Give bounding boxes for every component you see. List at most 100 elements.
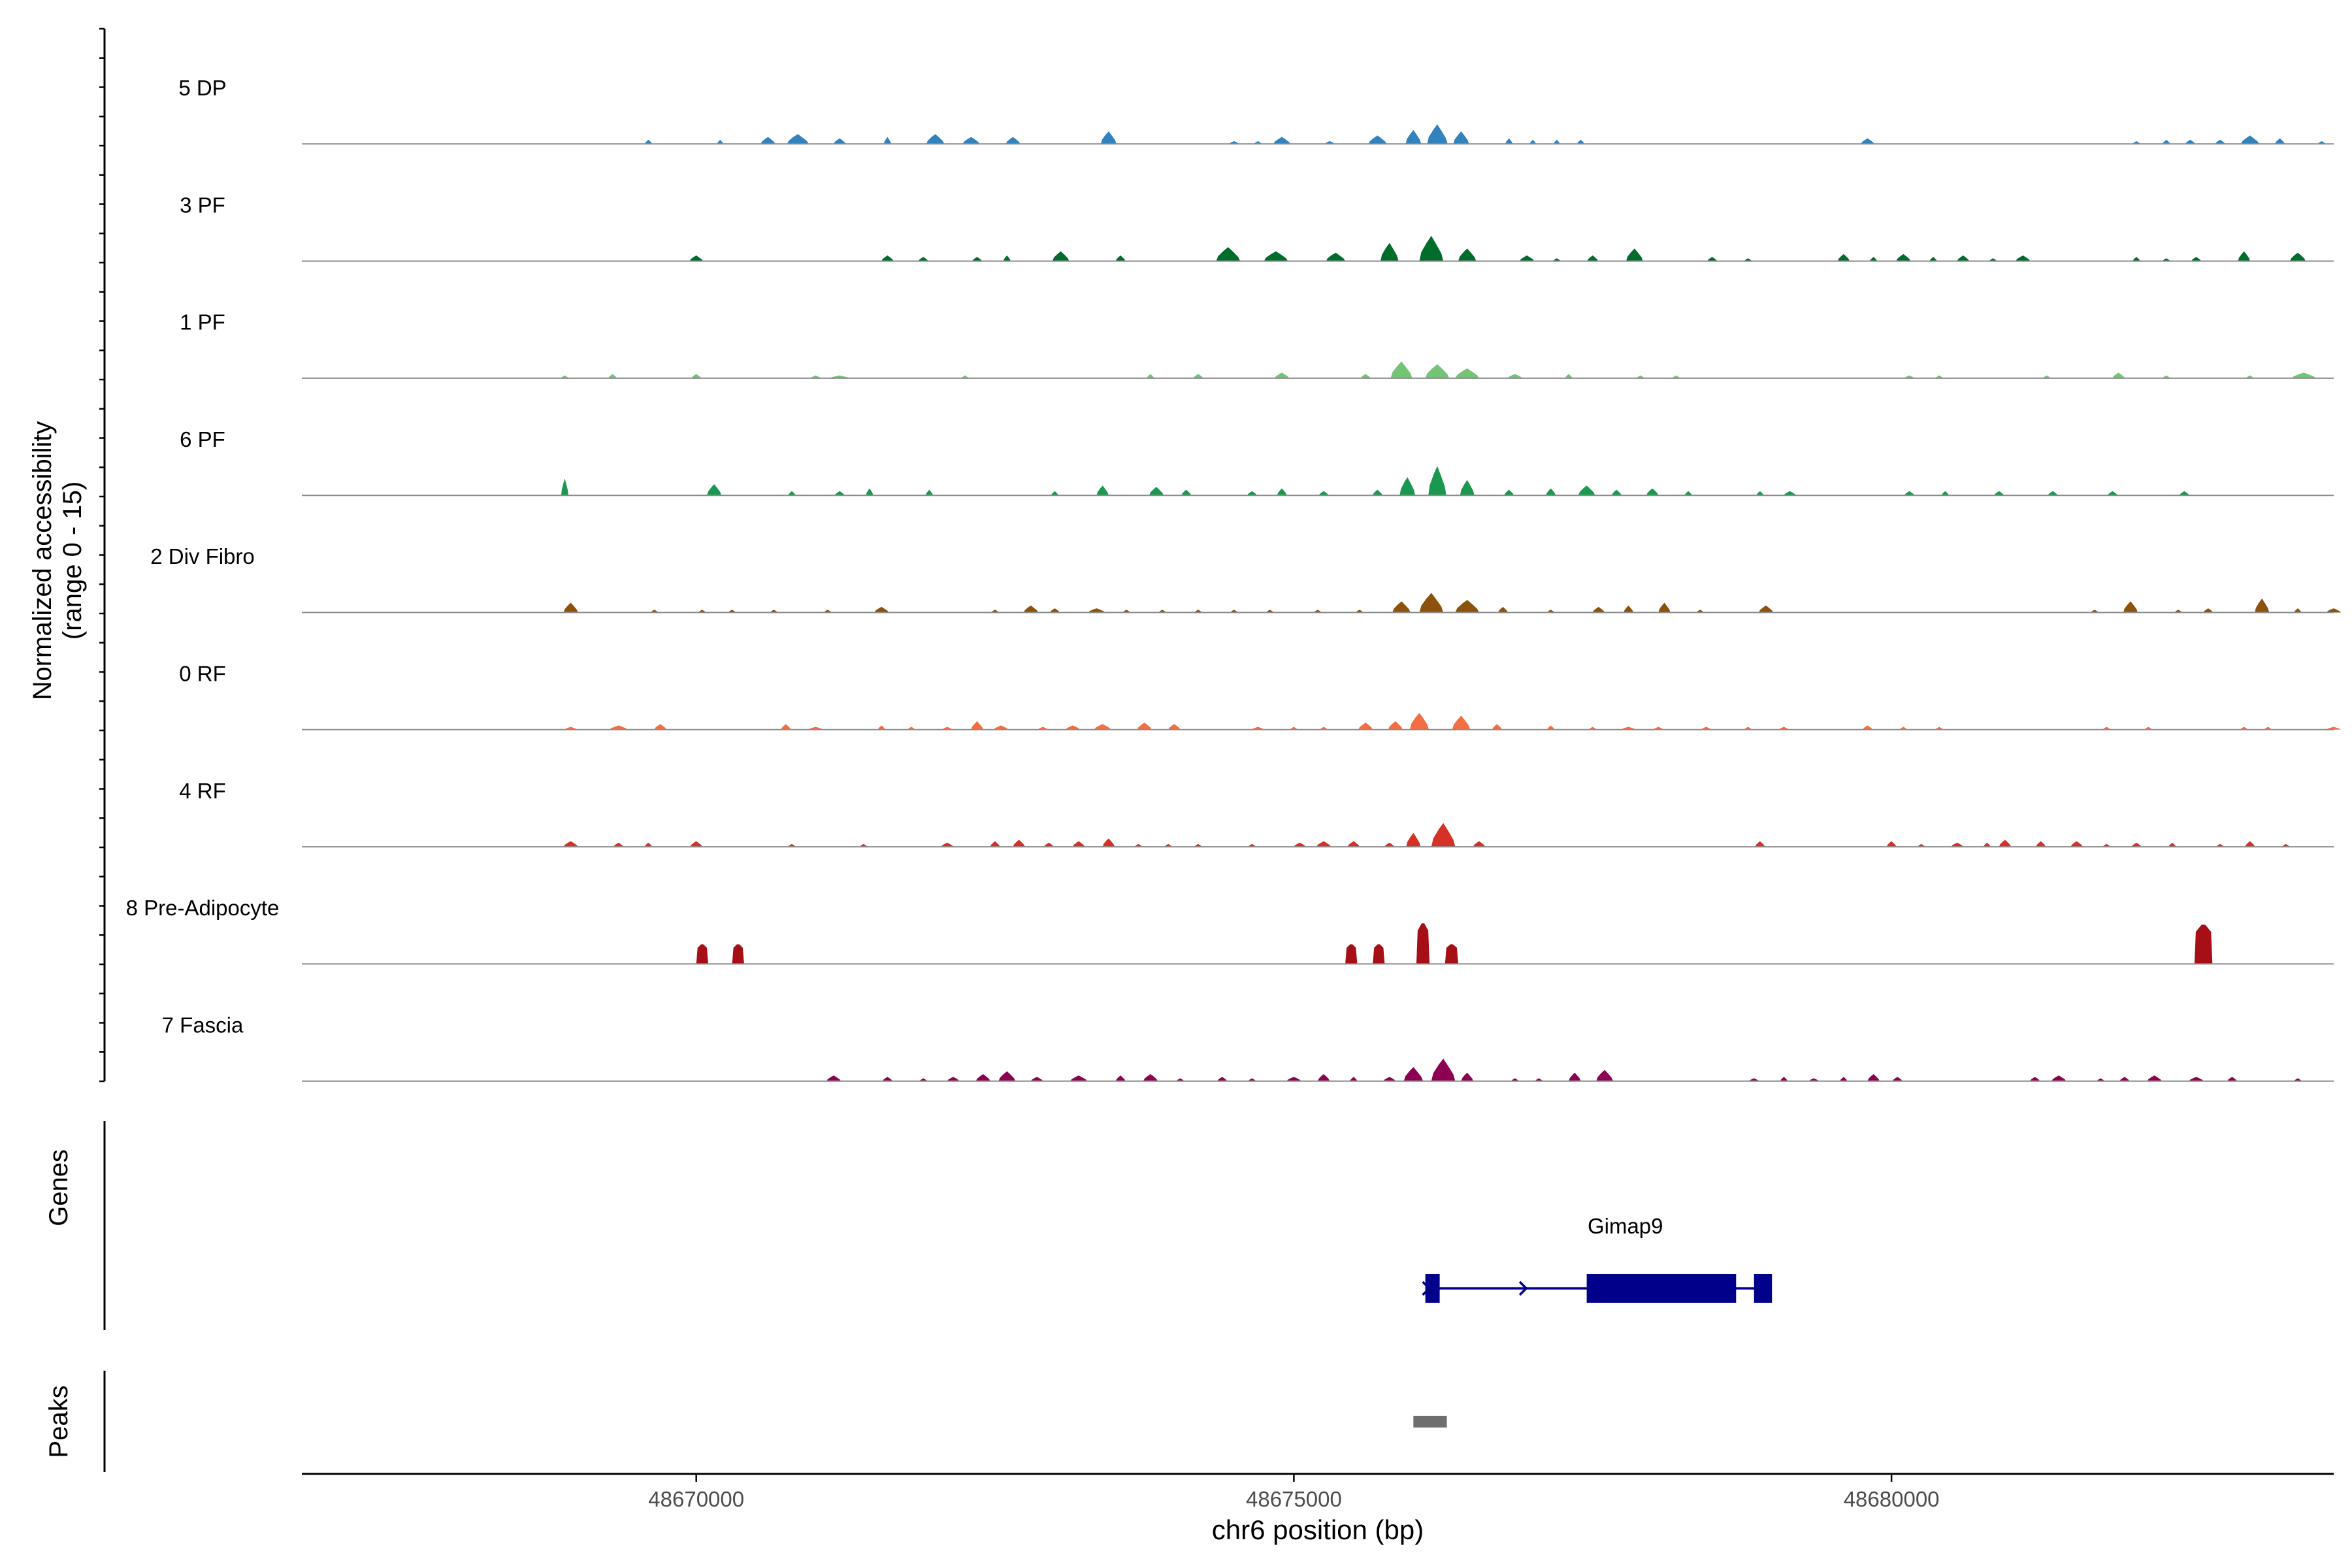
coverage-peak xyxy=(990,841,1000,847)
coverage-peak xyxy=(994,725,1009,730)
coverage-peak xyxy=(1989,258,1997,261)
coverage-peak xyxy=(1254,141,1262,144)
coverage-peak xyxy=(1164,843,1172,847)
coverage-peak xyxy=(2163,258,2170,261)
coverage-peak xyxy=(1431,823,1456,847)
coverage-peak xyxy=(1181,489,1192,496)
coverage-peak xyxy=(1473,841,1486,847)
gene-exon xyxy=(1425,1274,1440,1303)
coverage-peak xyxy=(2275,138,2285,144)
coverage-peak xyxy=(2227,1077,2237,1081)
coverage-peak xyxy=(1612,489,1622,496)
coverage-peak xyxy=(1316,841,1331,847)
coverage-peak xyxy=(1052,251,1070,261)
coverage-peak xyxy=(1358,723,1373,730)
coverage-peak xyxy=(1419,593,1444,613)
track-label: 1 PF xyxy=(180,310,225,335)
coverage-peak xyxy=(1168,724,1181,730)
coverage-peak xyxy=(1405,129,1422,144)
coverage-peak xyxy=(883,137,891,144)
coverage-peak xyxy=(1626,248,1643,261)
coverage-peak xyxy=(2189,1077,2204,1081)
coverage-peak xyxy=(1578,485,1595,496)
coverage-peak xyxy=(2036,841,2046,847)
coverage-peak xyxy=(1984,842,1991,847)
coverage-peak xyxy=(1194,610,1202,613)
coverage-peak xyxy=(1589,727,1597,730)
peak-region xyxy=(1413,1416,1447,1428)
coverage-peak xyxy=(1707,257,1717,261)
coverage-peak xyxy=(1637,375,1644,378)
coverage-peak xyxy=(1646,488,1659,496)
coverage-peak xyxy=(1216,247,1241,261)
coverage-peak xyxy=(1252,727,1264,730)
coverage-peak xyxy=(2102,727,2110,730)
coverage-peak xyxy=(1347,841,1360,847)
coverage-peak xyxy=(907,727,915,730)
coverage-peak xyxy=(1277,488,1287,496)
coverage-peak xyxy=(613,842,624,847)
coverage-peak xyxy=(689,255,703,261)
coverage-peak xyxy=(1264,251,1288,261)
coverage-peak xyxy=(2294,608,2302,613)
strand-arrow-icon xyxy=(1518,1281,1528,1296)
coverage-peak xyxy=(1318,491,1329,496)
coverage-peak xyxy=(2241,135,2259,144)
coverage-peak xyxy=(1511,1078,1519,1081)
coverage-peak xyxy=(1896,253,1911,261)
track-label: 3 PF xyxy=(180,193,225,217)
coverage-peak xyxy=(1929,257,1937,261)
coverage-peak xyxy=(2238,251,2250,261)
coverage-peak xyxy=(1565,374,1573,378)
coverage-peak xyxy=(2108,491,2117,496)
coverage-peak xyxy=(1403,1067,1423,1081)
coverage-peak xyxy=(1143,1074,1158,1081)
coverage-peak xyxy=(1431,1058,1456,1081)
coverage-peak xyxy=(883,1077,892,1081)
coverage-peak xyxy=(1455,368,1479,378)
coverage-peak xyxy=(1554,139,1560,144)
coverage-peak xyxy=(564,727,577,730)
coverage-peak xyxy=(1942,491,1949,496)
coverage-peak xyxy=(1592,606,1605,613)
coverage-peak xyxy=(1247,491,1257,496)
coverage-peak xyxy=(1137,723,1152,730)
coverage-peak xyxy=(962,137,980,144)
coverage-peak xyxy=(1390,361,1413,378)
coverage-peak xyxy=(1755,841,1765,847)
coverage-peak xyxy=(2255,598,2270,613)
y-axis-title-line-1: Normalized accessibility xyxy=(28,421,57,700)
peak-region-track xyxy=(1413,1416,1447,1428)
coverage-peak xyxy=(1290,727,1298,730)
coverage-peak xyxy=(1837,253,1850,261)
coverage-peak xyxy=(1744,727,1752,730)
coverage-peak xyxy=(834,138,846,144)
track-2-div-fibro: 2 Div Fibro xyxy=(150,544,2341,613)
coverage-peak xyxy=(1621,727,1636,730)
coverage-peak xyxy=(1904,491,1914,496)
y-axis-title: Normalized accessibility (range 0 - 15) xyxy=(28,421,87,700)
coverage-peak xyxy=(2070,841,2083,847)
coverage-peak xyxy=(1951,842,1963,847)
coverage-peak xyxy=(1044,842,1054,847)
coverage-peak xyxy=(1546,488,1556,496)
coverage-peak xyxy=(926,489,933,496)
coverage-peak xyxy=(1935,727,1943,730)
coverage-peak xyxy=(1553,258,1561,261)
coverage-peak xyxy=(1696,610,1704,613)
coverage-peak xyxy=(1217,1077,1227,1081)
coverage-peak xyxy=(1520,255,1535,261)
coverage-peak xyxy=(1461,1072,1473,1081)
genes-panel-title: Genes xyxy=(44,1149,73,1226)
coverage-peak xyxy=(1193,374,1203,378)
coverage-peak xyxy=(1460,480,1475,496)
coverage-peak xyxy=(2097,1078,2104,1081)
coverage-peak xyxy=(1624,605,1633,613)
coverage-peak xyxy=(698,610,706,613)
coverage-peak xyxy=(919,1078,927,1081)
coverage-peak xyxy=(1320,727,1328,730)
coverage-peak xyxy=(881,255,894,261)
coverage-peak xyxy=(2246,375,2254,378)
coverage-peak xyxy=(1899,727,1907,730)
